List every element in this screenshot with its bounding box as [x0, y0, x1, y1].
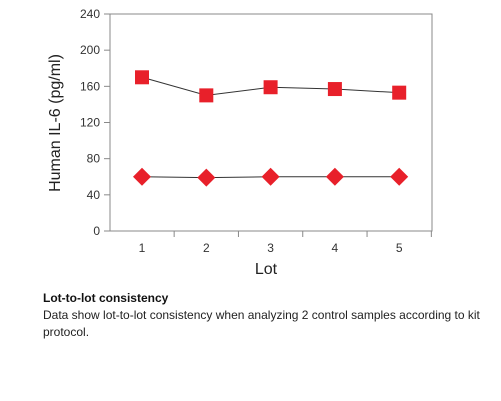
y-tick-label: 240 [80, 7, 100, 21]
x-tick-label: 4 [332, 241, 339, 255]
caption-title: Lot-to-lot consistency [43, 291, 169, 305]
series-1-point [135, 70, 149, 85]
series-2-point [325, 167, 344, 186]
series-2-point [390, 167, 409, 186]
series-1-point [199, 88, 214, 103]
series-1-point [327, 82, 342, 97]
x-tick-label: 2 [203, 241, 210, 255]
series-2-point [133, 167, 151, 186]
y-tick-label: 120 [80, 116, 100, 130]
series-1-point [392, 85, 407, 100]
x-tick-label: 5 [396, 241, 403, 255]
y-tick-label: 0 [93, 224, 100, 238]
y-tick-label: 200 [80, 43, 100, 57]
y-axis-label: Human IL-6 (pg/ml) [47, 54, 64, 192]
series-2-point [197, 168, 216, 187]
y-tick-label: 80 [87, 152, 101, 166]
y-tick-label: 160 [80, 79, 100, 93]
series-1-point [263, 80, 278, 95]
y-tick-label: 40 [87, 188, 101, 202]
plot-area: 0 40 80 120 160 200 240 1 2 3 4 5 [80, 7, 433, 255]
series-2-point [261, 167, 280, 186]
il6-lot-chart: Human IL-6 (pg/ml) Lot 04080120160200240… [47, 7, 433, 278]
figure-caption: Lot-to-lot consistency Data show lot-to-… [43, 290, 483, 341]
caption-text: Data show lot-to-lot consistency when an… [43, 308, 480, 339]
x-tick-label: 1 [139, 241, 146, 255]
plot-frame [109, 13, 433, 232]
x-axis-label: Lot [255, 261, 278, 278]
x-tick-label: 3 [267, 241, 274, 255]
